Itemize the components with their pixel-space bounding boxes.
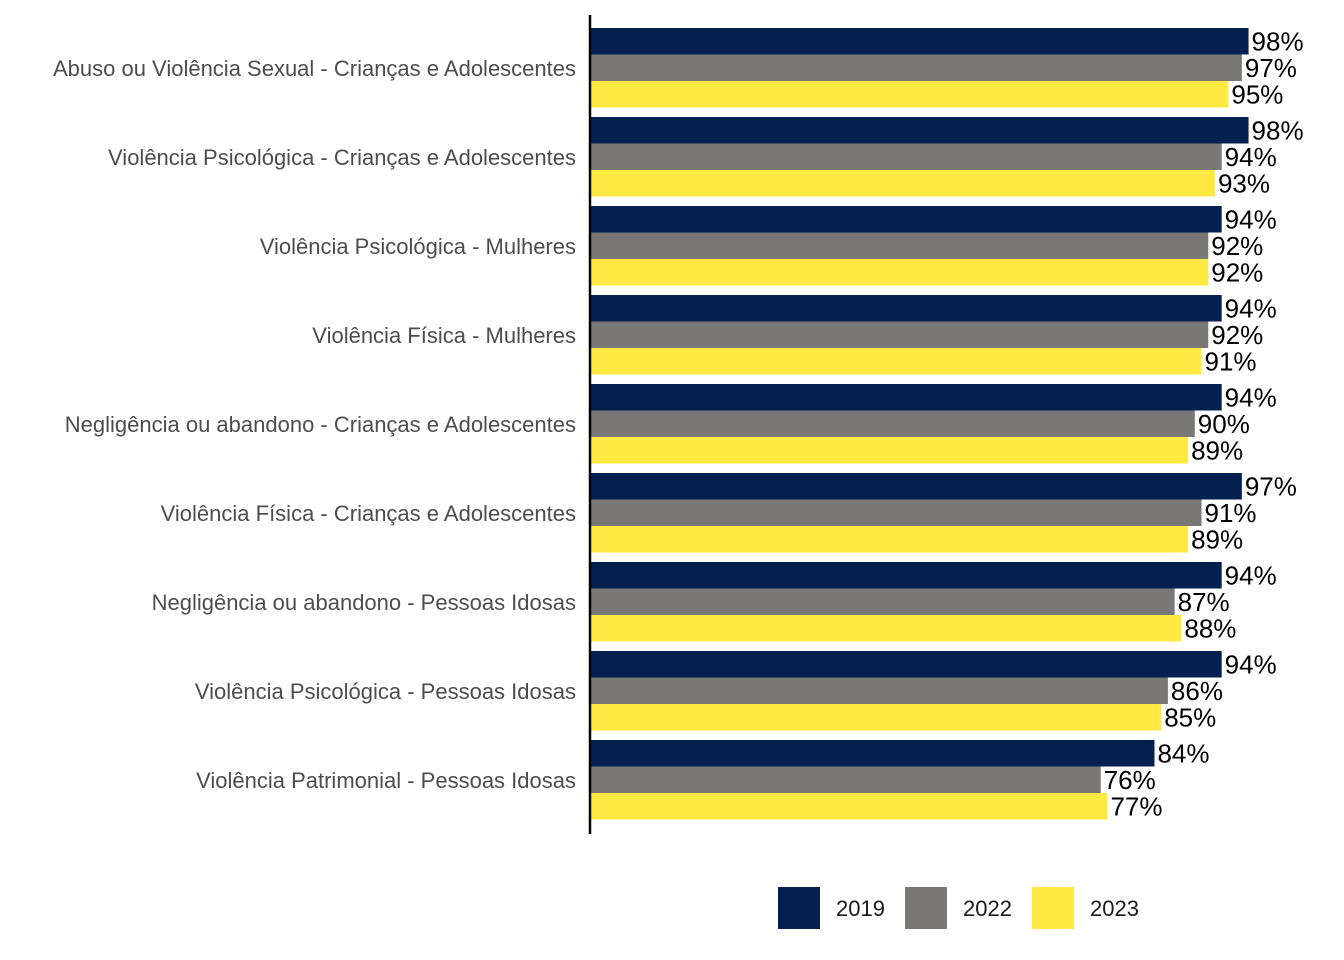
data-label-2022: 94% (1225, 142, 1277, 172)
bar-2019 (590, 740, 1155, 767)
data-label-2022: 87% (1178, 587, 1230, 617)
category-label: Violência Física - Crianças e Adolescent… (161, 501, 576, 526)
data-label-2023: 85% (1164, 702, 1216, 732)
bar-2019 (590, 651, 1222, 678)
data-label-2022: 97% (1245, 53, 1297, 83)
data-label-2019: 94% (1225, 204, 1277, 234)
category-labels-layer: Abuso ou Violência Sexual - Crianças e A… (53, 56, 576, 793)
data-label-2023: 77% (1110, 791, 1162, 821)
bar-2023 (590, 526, 1189, 553)
data-label-2019: 97% (1245, 471, 1297, 501)
bars-layer (590, 28, 1249, 820)
data-label-2019: 84% (1157, 738, 1209, 768)
data-label-2019: 98% (1252, 26, 1304, 56)
category-label: Violência Física - Mulheres (312, 323, 576, 348)
legend-label-2022: 2022 (963, 896, 1012, 921)
legend-key-2023 (1032, 887, 1074, 929)
bar-2022 (590, 410, 1195, 437)
bar-2022 (590, 499, 1202, 526)
legend: 2019 2022 2023 (778, 887, 1139, 929)
data-label-2023: 91% (1205, 346, 1257, 376)
category-label: Violência Psicológica - Crianças e Adole… (108, 145, 576, 170)
bar-2022 (590, 321, 1209, 348)
data-label-2023: 88% (1184, 613, 1236, 643)
category-label: Violência Psicológica - Mulheres (260, 234, 576, 259)
bar-2023 (590, 259, 1209, 286)
legend-label-2019: 2019 (836, 896, 885, 921)
bar-2019 (590, 473, 1242, 500)
legend-label-2023: 2023 (1090, 896, 1139, 921)
category-label: Violência Patrimonial - Pessoas Idosas (196, 768, 576, 793)
bar-2022 (590, 232, 1209, 259)
data-label-2019: 94% (1225, 382, 1277, 412)
bar-2023 (590, 704, 1162, 731)
data-label-2023: 89% (1191, 524, 1243, 554)
data-label-2019: 94% (1225, 560, 1277, 590)
data-label-2019: 94% (1225, 293, 1277, 323)
bar-2023 (590, 437, 1189, 464)
bar-2022 (590, 54, 1242, 81)
bar-2019 (590, 117, 1249, 144)
bar-2023 (590, 615, 1182, 642)
bar-2022 (590, 677, 1168, 704)
bar-2022 (590, 143, 1222, 170)
category-label: Negligência ou abandono - Crianças e Ado… (65, 412, 576, 437)
data-label-2022: 92% (1211, 320, 1263, 350)
bar-2022 (590, 588, 1175, 615)
data-label-2023: 95% (1231, 79, 1283, 109)
bar-2019 (590, 206, 1222, 233)
bar-2019 (590, 384, 1222, 411)
category-label: Negligência ou abandono - Pessoas Idosas (152, 590, 576, 615)
data-label-2022: 86% (1171, 676, 1223, 706)
bar-2023 (590, 793, 1108, 820)
bar-2022 (590, 766, 1101, 793)
bar-2019 (590, 562, 1222, 589)
bar-2023 (590, 170, 1215, 197)
data-label-2019: 98% (1252, 115, 1304, 145)
data-label-2022: 91% (1205, 498, 1257, 528)
data-label-2022: 76% (1104, 765, 1156, 795)
data-label-2022: 90% (1198, 409, 1250, 439)
legend-key-2019 (778, 887, 820, 929)
category-label: Abuso ou Violência Sexual - Crianças e A… (53, 56, 576, 81)
data-label-2019: 94% (1225, 649, 1277, 679)
bar-2023 (590, 81, 1229, 108)
value-labels-layer: 98%97%95%98%94%93%94%92%92%94%92%91%94%9… (1104, 26, 1304, 821)
bar-2023 (590, 348, 1202, 375)
data-label-2023: 93% (1218, 168, 1270, 198)
bar-2019 (590, 28, 1249, 55)
bar-2019 (590, 295, 1222, 322)
data-label-2022: 92% (1211, 231, 1263, 261)
data-label-2023: 92% (1211, 257, 1263, 287)
data-label-2023: 89% (1191, 435, 1243, 465)
legend-key-2022 (905, 887, 947, 929)
category-label: Violência Psicológica - Pessoas Idosas (195, 679, 576, 704)
